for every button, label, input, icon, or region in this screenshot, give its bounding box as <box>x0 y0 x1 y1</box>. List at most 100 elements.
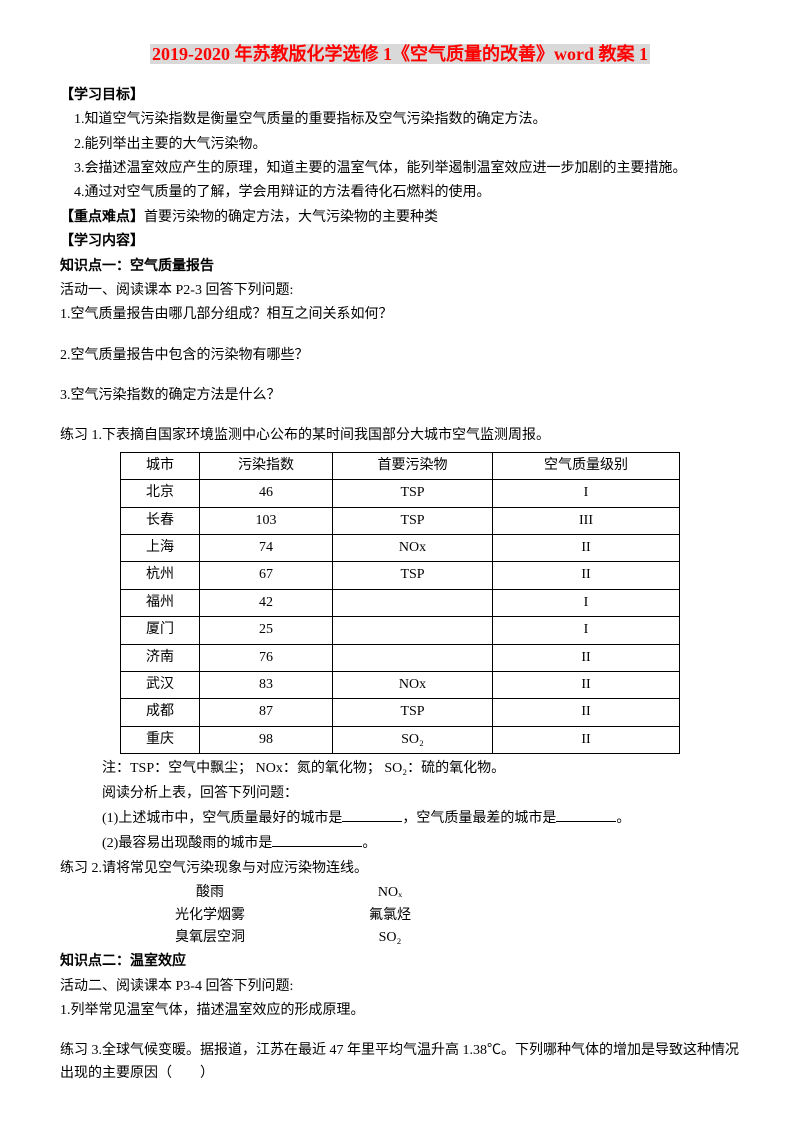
pollution-table: 城市 污染指数 首要污染物 空气质量级别 北京46TSPI 长春103TSPII… <box>120 452 680 754</box>
cell: I <box>493 617 680 644</box>
cell: 87 <box>200 699 333 726</box>
cell: 长春 <box>121 507 200 534</box>
blank <box>556 807 616 822</box>
table-row: 济南76 II <box>121 644 680 671</box>
cell: II <box>493 562 680 589</box>
spacer <box>60 1024 740 1038</box>
cell: I <box>493 480 680 507</box>
cell: TSP <box>333 480 493 507</box>
col-pollutant: 首要污染物 <box>333 452 493 479</box>
cell: 98 <box>200 726 333 753</box>
heading-keypoints: 【重点难点】 <box>60 210 144 225</box>
cell: SO₂ <box>333 726 493 753</box>
blank <box>272 832 362 847</box>
cell: II <box>493 672 680 699</box>
cell <box>333 589 493 616</box>
ex1-q1-a: (1)上述城市中，空气质量最好的城市是 <box>102 811 342 826</box>
activity1-q2: 2.空气质量报告中包含的污染物有哪些？ <box>60 345 740 367</box>
cell: 46 <box>200 480 333 507</box>
cell: II <box>493 644 680 671</box>
table-note: 注：TSP：空气中飘尘； NOx：氮的氧化物； SO₂：硫的氧化物。 <box>60 758 740 780</box>
cell: 上海 <box>121 535 200 562</box>
ex1-q2-a: (2)最容易出现酸雨的城市是 <box>102 836 272 851</box>
cell: III <box>493 507 680 534</box>
cell: 武汉 <box>121 672 200 699</box>
heading-kp1: 知识点一：空气质量报告 <box>60 256 740 278</box>
table-row: 厦门25 I <box>121 617 680 644</box>
cell: II <box>493 699 680 726</box>
match-left: 臭氧层空洞 <box>120 927 300 949</box>
heading-objectives: 【学习目标】 <box>60 85 740 107</box>
activity1-q3: 3.空气污染指数的确定方法是什么？ <box>60 385 740 407</box>
keypoints-text: 首要污染物的确定方法，大气污染物的主要种类 <box>144 210 438 225</box>
cell: 厦门 <box>121 617 200 644</box>
col-city: 城市 <box>121 452 200 479</box>
cell: I <box>493 589 680 616</box>
cell: TSP <box>333 699 493 726</box>
cell: 重庆 <box>121 726 200 753</box>
spacer <box>60 409 740 423</box>
cell: NOx <box>333 672 493 699</box>
ex3-lead: 练习 3.全球气候变暖。据报道，江苏在最近 47 年里平均气温升高 1.38℃。… <box>60 1040 740 1085</box>
objective-3: 3.会描述温室效应产生的原理，知道主要的温室气体，能列举遏制温室效应进一步加剧的… <box>60 158 740 180</box>
activity1-lead: 活动一、阅读课本 P2-3 回答下列问题: <box>60 280 740 302</box>
ex1-q1-b: ，空气质量最差的城市是 <box>402 811 556 826</box>
cell: 25 <box>200 617 333 644</box>
col-index: 污染指数 <box>200 452 333 479</box>
ex1-q2-b: 。 <box>362 836 376 851</box>
spacer <box>60 329 740 343</box>
spacer <box>60 369 740 383</box>
activity2-lead: 活动二、阅读课本 P3-4 回答下列问题: <box>60 976 740 998</box>
cell: II <box>493 535 680 562</box>
match-row: 臭氧层空洞 SO₂ <box>60 927 740 949</box>
activity1-q1: 1.空气质量报告由哪几部分组成？相互之间关系如何？ <box>60 304 740 326</box>
match-right: 氟氯烃 <box>300 905 480 927</box>
match-row: 酸雨 NOₓ <box>60 882 740 904</box>
ex1-q2: (2)最容易出现酸雨的城市是 。 <box>60 832 740 855</box>
ex2-lead: 练习 2.请将常见空气污染现象与对应污染物连线。 <box>60 858 740 880</box>
doc-title: 2019-2020 年苏教版化学选修 1《空气质量的改善》word 教案 1 <box>150 44 650 64</box>
cell: 杭州 <box>121 562 200 589</box>
cell: 北京 <box>121 480 200 507</box>
ex1-q1-c: 。 <box>616 811 630 826</box>
cell: 76 <box>200 644 333 671</box>
ex1-read: 阅读分析上表，回答下列问题： <box>60 783 740 805</box>
match-right: NOₓ <box>300 882 480 904</box>
heading-kp2: 知识点二：温室效应 <box>60 951 740 973</box>
cell <box>333 644 493 671</box>
cell: 83 <box>200 672 333 699</box>
activity2-q1: 1.列举常见温室气体，描述温室效应的形成原理。 <box>60 1000 740 1022</box>
ex1-q1: (1)上述城市中，空气质量最好的城市是 ，空气质量最差的城市是 。 <box>60 807 740 830</box>
match-right: SO₂ <box>300 927 480 949</box>
table-row: 上海74NOxII <box>121 535 680 562</box>
table-row: 杭州67TSPII <box>121 562 680 589</box>
table-row: 长春103TSPIII <box>121 507 680 534</box>
table-row: 成都87TSPII <box>121 699 680 726</box>
table-row: 北京46TSPI <box>121 480 680 507</box>
match-left: 光化学烟雾 <box>120 905 300 927</box>
cell: 福州 <box>121 589 200 616</box>
cell: 74 <box>200 535 333 562</box>
cell <box>333 617 493 644</box>
cell: TSP <box>333 562 493 589</box>
match-row: 光化学烟雾 氟氯烃 <box>60 905 740 927</box>
cell: 67 <box>200 562 333 589</box>
cell: NOx <box>333 535 493 562</box>
table-row: 武汉83NOxII <box>121 672 680 699</box>
col-level: 空气质量级别 <box>493 452 680 479</box>
cell: 42 <box>200 589 333 616</box>
cell: TSP <box>333 507 493 534</box>
cell: 103 <box>200 507 333 534</box>
blank <box>342 807 402 822</box>
ex1-lead: 练习 1.下表摘自国家环境监测中心公布的某时间我国部分大城市空气监测周报。 <box>60 425 740 447</box>
table-row: 重庆98SO₂II <box>121 726 680 753</box>
objective-2: 2.能列举出主要的大气污染物。 <box>60 134 740 156</box>
cell: 济南 <box>121 644 200 671</box>
heading-content: 【学习内容】 <box>60 231 740 253</box>
objective-1: 1.知道空气污染指数是衡量空气质量的重要指标及空气污染指数的确定方法。 <box>60 109 740 131</box>
cell: II <box>493 726 680 753</box>
table-row: 福州42 I <box>121 589 680 616</box>
table-header-row: 城市 污染指数 首要污染物 空气质量级别 <box>121 452 680 479</box>
match-left: 酸雨 <box>120 882 300 904</box>
cell: 成都 <box>121 699 200 726</box>
